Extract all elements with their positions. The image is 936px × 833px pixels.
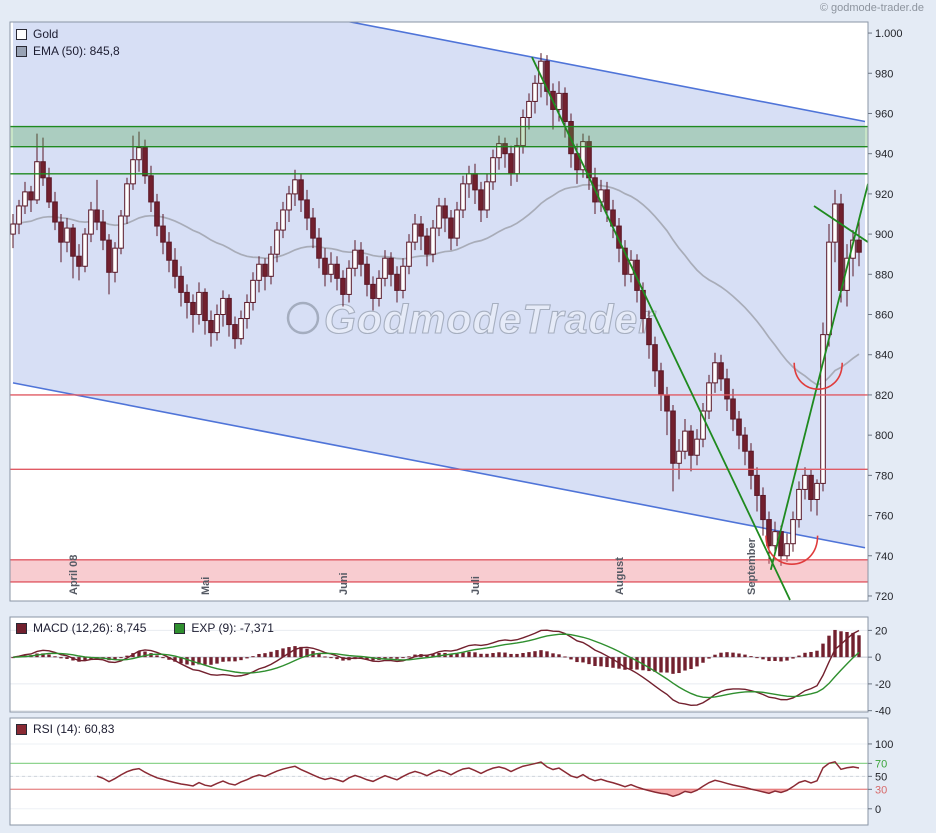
legend-row-ema: EMA (50): 845,8 (16, 44, 120, 58)
exp-series-swatch (174, 622, 186, 634)
svg-text:860: 860 (875, 310, 893, 322)
macd-legend: MACD (12,26): 8,745 EXP (9): -7,371 (16, 621, 274, 635)
svg-text:-20: -20 (875, 679, 891, 691)
svg-text:980: 980 (875, 68, 893, 80)
gold-series-label: Gold (33, 27, 59, 41)
rsi-series-label: RSI (14): 60,83 (33, 722, 115, 736)
legend-row-rsi: RSI (14): 60,83 (16, 722, 114, 736)
legend-row-macd: MACD (12,26): 8,745 (16, 621, 146, 635)
svg-text:70: 70 (875, 758, 887, 770)
svg-text:Juli: Juli (470, 576, 482, 595)
svg-text:820: 820 (875, 390, 893, 402)
svg-text:840: 840 (875, 350, 893, 362)
svg-text:0: 0 (875, 652, 881, 664)
svg-text:1.000: 1.000 (875, 28, 903, 40)
svg-text:Juni: Juni (338, 572, 350, 595)
svg-text:April 08: April 08 (68, 555, 80, 595)
svg-text:940: 940 (875, 149, 893, 161)
svg-text:920: 920 (875, 189, 893, 201)
svg-text:900: 900 (875, 229, 893, 241)
svg-text:780: 780 (875, 470, 893, 482)
svg-text:GodmodeTrader: GodmodeTrader (324, 296, 656, 342)
macd-series-swatch (16, 622, 27, 634)
rsi-series-swatch (16, 723, 27, 735)
main-plot: GodmodeTrader April 08 Mai Juni Juli August Se… (10, 22, 868, 601)
copyright-text: © godmode-trader.de (819, 2, 924, 14)
svg-text:880: 880 (875, 269, 893, 281)
svg-text:50: 50 (875, 771, 887, 783)
ema-series-label: EMA (50): 845,8 (33, 44, 120, 58)
svg-text:-40: -40 (875, 706, 891, 718)
svg-text:760: 760 (875, 511, 893, 523)
legend-row-gold: Gold (16, 27, 120, 41)
rsi-plot (10, 743, 868, 810)
svg-text:Mai: Mai (200, 577, 212, 595)
svg-text:August: August (614, 557, 626, 595)
svg-text:0: 0 (875, 804, 881, 816)
gold-series-swatch (16, 28, 27, 40)
svg-text:30: 30 (875, 784, 887, 796)
svg-text:September: September (746, 537, 758, 595)
rsi-legend: RSI (14): 60,83 (16, 722, 114, 736)
ema-series-swatch (16, 45, 27, 57)
svg-text:800: 800 (875, 430, 893, 442)
macd-series-label: MACD (12,26): 8,745 (33, 621, 147, 635)
svg-text:960: 960 (875, 108, 893, 120)
legend-row-exp: EXP (9): -7,371 (174, 621, 274, 635)
svg-text:740: 740 (875, 551, 893, 563)
svg-text:100: 100 (875, 739, 893, 751)
macd-plot (10, 629, 868, 712)
exp-series-label: EXP (9): -7,371 (191, 621, 274, 635)
svg-text:720: 720 (875, 591, 893, 603)
svg-text:20: 20 (875, 625, 887, 637)
main-chart-legend: Gold EMA (50): 845,8 (16, 27, 120, 58)
